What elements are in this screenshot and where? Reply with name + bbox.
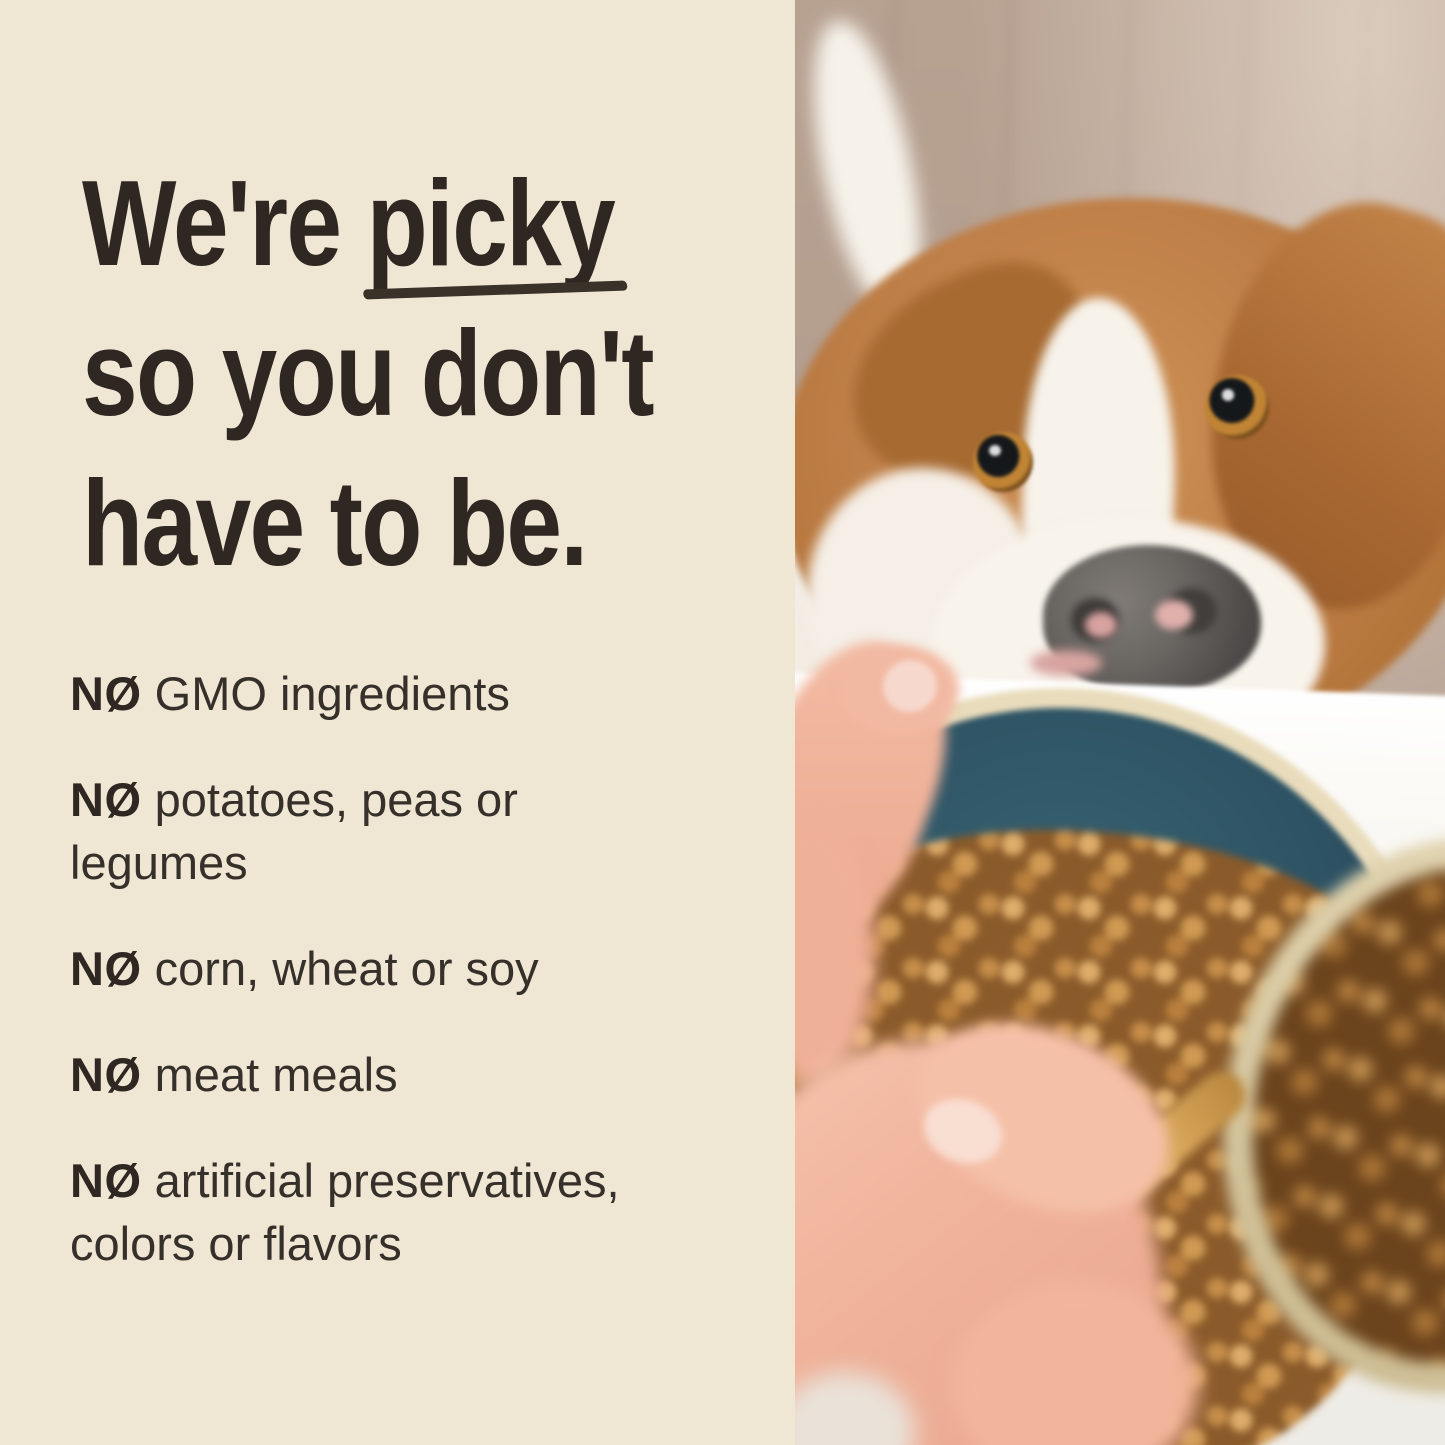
claim-text: potatoes, peas or legumes (70, 773, 518, 889)
claims-list: NØ GMO ingredients NØ potatoes, peas or le… (70, 662, 710, 1275)
claim-item: NØ GMO ingredients (70, 662, 710, 725)
no-badge: NØ (70, 667, 142, 720)
dog-nostril-highlight-left (1085, 612, 1117, 638)
no-badge: NØ (70, 773, 142, 826)
hand-bottom-fingers (953, 1282, 1198, 1445)
claim-item: NØ corn, wheat or soy (70, 937, 710, 1000)
text-panel: We're picky so you don't have to be. NØ GMO… (0, 0, 795, 1445)
dog-eye-right (1205, 375, 1269, 439)
headline-line-1: We're picky (82, 148, 667, 298)
headline-line-2: so you don't (82, 305, 655, 441)
no-badge: NØ (70, 1154, 142, 1207)
claim-text: meat meals (154, 1048, 398, 1101)
headline-line1-pre: We're (82, 155, 367, 291)
claim-item: NØ artificial preservatives, colors or fl… (70, 1149, 710, 1275)
dog-eye-left (973, 432, 1033, 492)
headline-line-3: have to be. (82, 455, 588, 591)
claim-item: NØ potatoes, peas or legumes (70, 768, 710, 894)
claim-item: NØ meat meals (70, 1043, 710, 1106)
claim-text: GMO ingredients (154, 667, 510, 720)
headline-underlined-word: picky (367, 148, 616, 298)
no-badge: NØ (70, 942, 142, 995)
dog-lip (1030, 650, 1102, 676)
headline: We're picky so you don't have to be. (82, 148, 667, 598)
claim-text: corn, wheat or soy (154, 942, 539, 995)
claim-text: artificial preservatives, colors or flav… (70, 1154, 620, 1270)
dog-nostril-highlight-right (1155, 600, 1193, 630)
product-photo (795, 0, 1445, 1445)
no-badge: NØ (70, 1048, 142, 1101)
